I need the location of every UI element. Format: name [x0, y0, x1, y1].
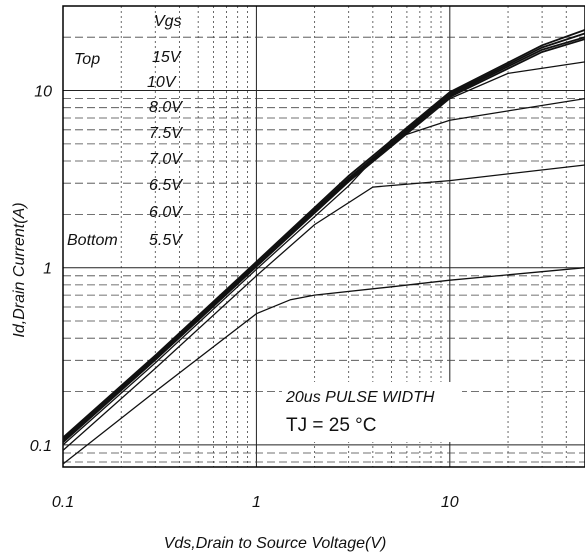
legend-entry: 7.0V: [149, 151, 183, 168]
series-line: [62, 164, 585, 451]
y-tick-label: 10: [34, 84, 52, 101]
legend: Vgs Top Bottom 15V 10V 8.0V 7.5V 7.0V 6.…: [67, 13, 183, 249]
pulse-width-annotation: 20us PULSE WIDTH: [285, 389, 435, 406]
tj-value: 25 °C: [329, 415, 377, 436]
x-axis-label: Vds,Drain to Source Voltage(V): [164, 535, 387, 552]
legend-entry: 15V: [152, 49, 182, 66]
annotation-background: [282, 382, 462, 442]
x-tick-label: 0.1: [52, 494, 74, 511]
series-group: [62, 29, 585, 465]
tj-label: TJ =: [286, 415, 329, 436]
x-tick-label: 10: [441, 494, 459, 511]
legend-bottom-label: Bottom: [67, 232, 118, 249]
y-axis-label: Id,Drain Current(A): [11, 202, 28, 337]
annotation-box: 20us PULSE WIDTH TJ = 25 °C: [282, 382, 462, 442]
legend-entry: 6.5V: [149, 177, 183, 194]
y-tick-label: 1: [43, 261, 52, 278]
legend-entry: 6.0V: [149, 204, 183, 221]
series-line: [62, 29, 585, 439]
series-line: [62, 36, 585, 442]
tj-annotation: TJ = 25 °C: [286, 415, 377, 436]
series-line: [62, 32, 585, 440]
plot-frame: [62, 5, 585, 468]
series-line: [62, 61, 585, 444]
x-tick-label: 1: [252, 494, 261, 511]
tick-labels: 0.1 1 10 0.1 1 10: [30, 84, 459, 511]
series-line: [62, 38, 585, 442]
legend-entry: 10V: [147, 74, 177, 91]
legend-entry: 8.0V: [149, 99, 183, 116]
legend-entry: 7.5V: [149, 125, 183, 142]
y-tick-label: 0.1: [30, 438, 52, 455]
series-line: [62, 267, 585, 465]
legend-entry: 5.5V: [149, 232, 183, 249]
legend-top-label: Top: [74, 51, 100, 68]
series-line: [62, 97, 585, 446]
legend-header: Vgs: [154, 13, 182, 30]
